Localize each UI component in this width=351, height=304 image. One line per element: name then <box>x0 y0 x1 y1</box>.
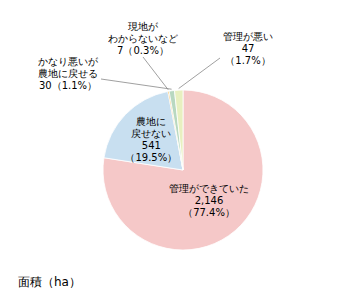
svg-text:面積（ha）: 面積（ha） <box>18 275 81 289</box>
svg-text:かなり悪いが農地に戻せる30（1.1%）: かなり悪いが農地に戻せる30（1.1%） <box>38 56 99 91</box>
svg-text:管理ができていた2,146（77.4%）: 管理ができていた2,146（77.4%） <box>169 183 249 218</box>
svg-text:農地に戻せない541（19.5%）: 農地に戻せない541（19.5%） <box>125 116 177 163</box>
svg-text:管理が悪い47（1.7%）: 管理が悪い47（1.7%） <box>223 31 273 66</box>
svg-text:現地がわからないなど7（0.3%）: 現地がわからないなど7（0.3%） <box>108 21 178 56</box>
